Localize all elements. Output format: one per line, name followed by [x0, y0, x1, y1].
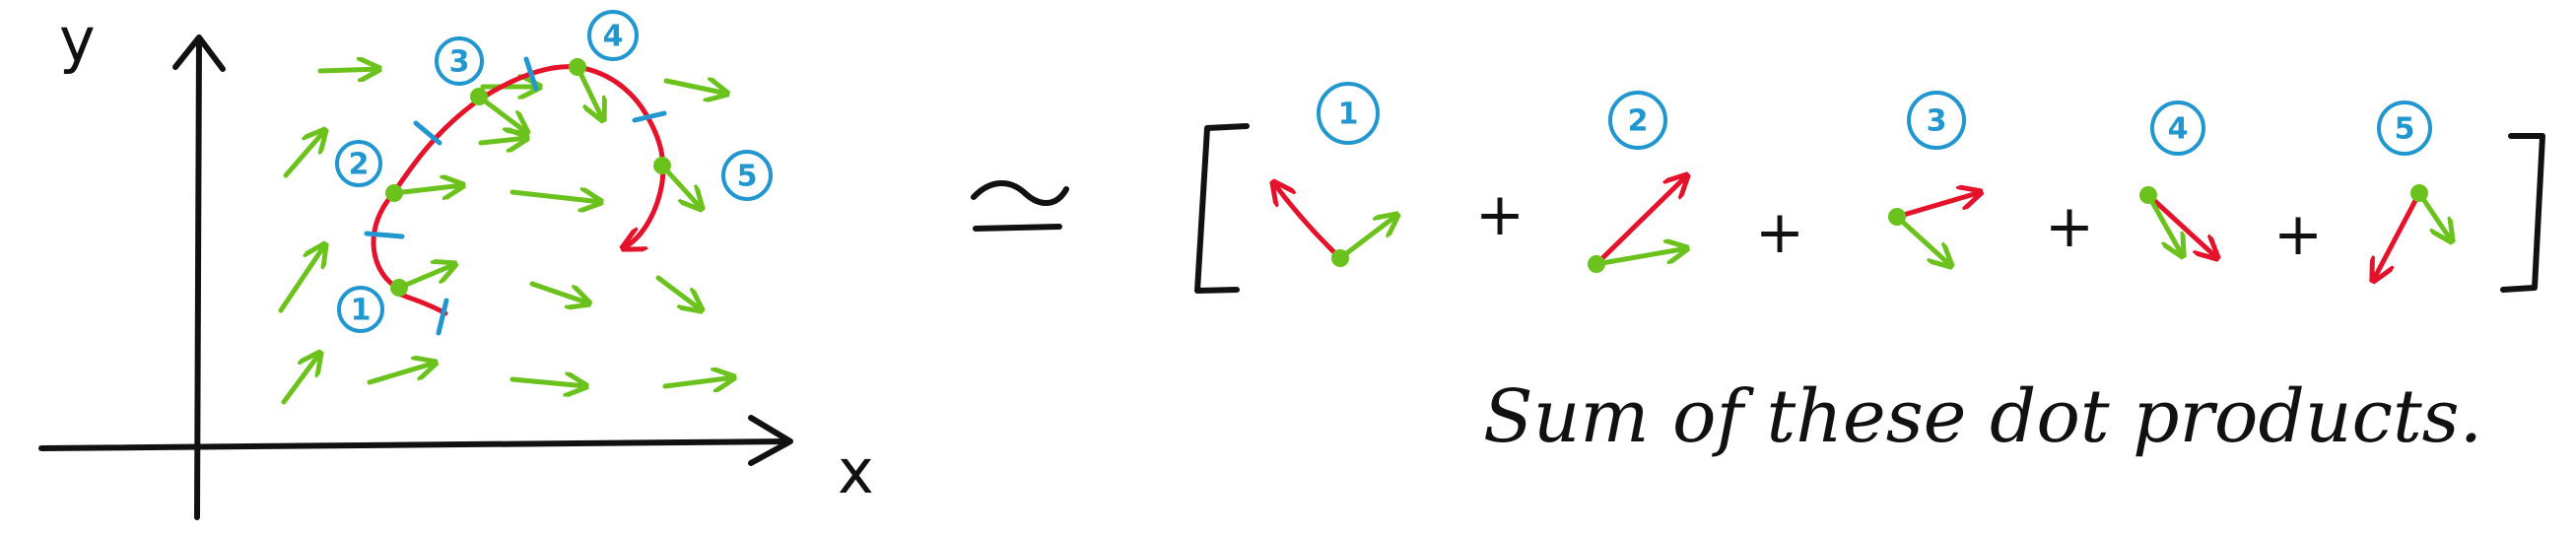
curve-tangent-1: [1273, 182, 1343, 261]
term-number: 3: [1927, 104, 1947, 139]
y-axis-label: y: [59, 4, 96, 76]
segment-number: 3: [449, 45, 470, 80]
term-5: 5: [2373, 100, 2452, 281]
segment-label-4: 4: [587, 10, 639, 61]
sample-point-4: [569, 58, 586, 76]
divider-tick: [364, 231, 405, 239]
plus-sign: +: [2273, 200, 2323, 269]
term-number: 5: [2395, 112, 2415, 147]
plus-sign: +: [1755, 198, 1804, 267]
sample-vector-2: [391, 185, 463, 193]
sample-point-3: [470, 88, 488, 105]
field-arrow: [317, 69, 379, 71]
segment-number: 5: [737, 160, 758, 194]
caption: Sum of these dot products.: [1483, 374, 2482, 459]
field-vector-3: [1894, 214, 1951, 266]
segment-number: 1: [351, 294, 372, 328]
field-arrow: [662, 377, 734, 386]
divider-tick: [523, 56, 539, 92]
field-vector-2: [1593, 248, 1687, 267]
segment-label-2: 2: [335, 140, 382, 187]
field-arrow: [655, 275, 702, 310]
plus-sign: +: [2045, 192, 2094, 261]
term-2: 2: [1588, 91, 1687, 273]
field-arrow: [509, 379, 586, 386]
sample-point-2: [385, 184, 403, 202]
plus-sign: +: [1475, 180, 1525, 249]
curve-tangent-5: [2373, 190, 2422, 281]
segment-number: 2: [349, 148, 370, 182]
sample-vector-1: [396, 264, 455, 291]
approx-symbol: ≃: [971, 179, 1069, 232]
x-axis: [38, 438, 791, 451]
dot-product-terms: 1 + 2 + 3 + 4: [1273, 82, 2452, 281]
term-4: 4: [2139, 100, 2217, 258]
curve-tangent-4: [2145, 192, 2217, 258]
right-bracket: [2500, 133, 2545, 293]
field-arrow: [367, 363, 436, 385]
segment-number: 4: [603, 20, 624, 54]
field-arrow: [663, 81, 727, 94]
segment-label-3: 3: [435, 36, 484, 86]
sample-point-1: [390, 279, 408, 297]
field-arrow: [281, 353, 320, 405]
y-axis-arrowhead: [172, 34, 226, 72]
divider-tick: [632, 110, 667, 123]
field-arrow: [529, 281, 589, 303]
sample-points: [385, 58, 671, 297]
curve-tangent-3: [1894, 192, 1981, 220]
term-number: 2: [1628, 104, 1649, 139]
segment-label-1: 1: [337, 286, 384, 333]
curve-tangent-2: [1593, 175, 1687, 267]
sample-vectors: [391, 64, 702, 291]
field-arrows: [278, 69, 734, 405]
field-arrow: [278, 244, 325, 313]
term-1: 1: [1273, 82, 1397, 267]
x-axis-arrowhead: [748, 415, 793, 466]
segment-labels-left: 1 2 3 4 5: [335, 10, 773, 333]
field-vector-1: [1337, 215, 1397, 261]
term-3: 3: [1888, 91, 1981, 266]
y-axis: [194, 36, 202, 520]
field-arrow: [283, 130, 325, 178]
sample-vector-4: [575, 64, 603, 120]
sample-vector-5: [659, 163, 702, 209]
term-number: 1: [1338, 98, 1359, 132]
sample-vector-3: [476, 94, 527, 133]
field-vector-5: [2416, 190, 2452, 241]
term-number: 4: [2168, 112, 2189, 147]
field-arrow: [478, 138, 527, 143]
field-vector-4: [2145, 192, 2183, 256]
vector-field-plot: y x: [38, 4, 874, 520]
segment-dividers: [364, 56, 667, 336]
segment-label-5: 5: [721, 150, 773, 201]
sample-point-5: [653, 157, 671, 174]
divider-tick: [413, 120, 442, 146]
left-bracket: [1194, 123, 1250, 294]
divider-tick: [436, 298, 449, 336]
x-axis-label: x: [838, 436, 874, 507]
field-arrow: [509, 192, 601, 202]
